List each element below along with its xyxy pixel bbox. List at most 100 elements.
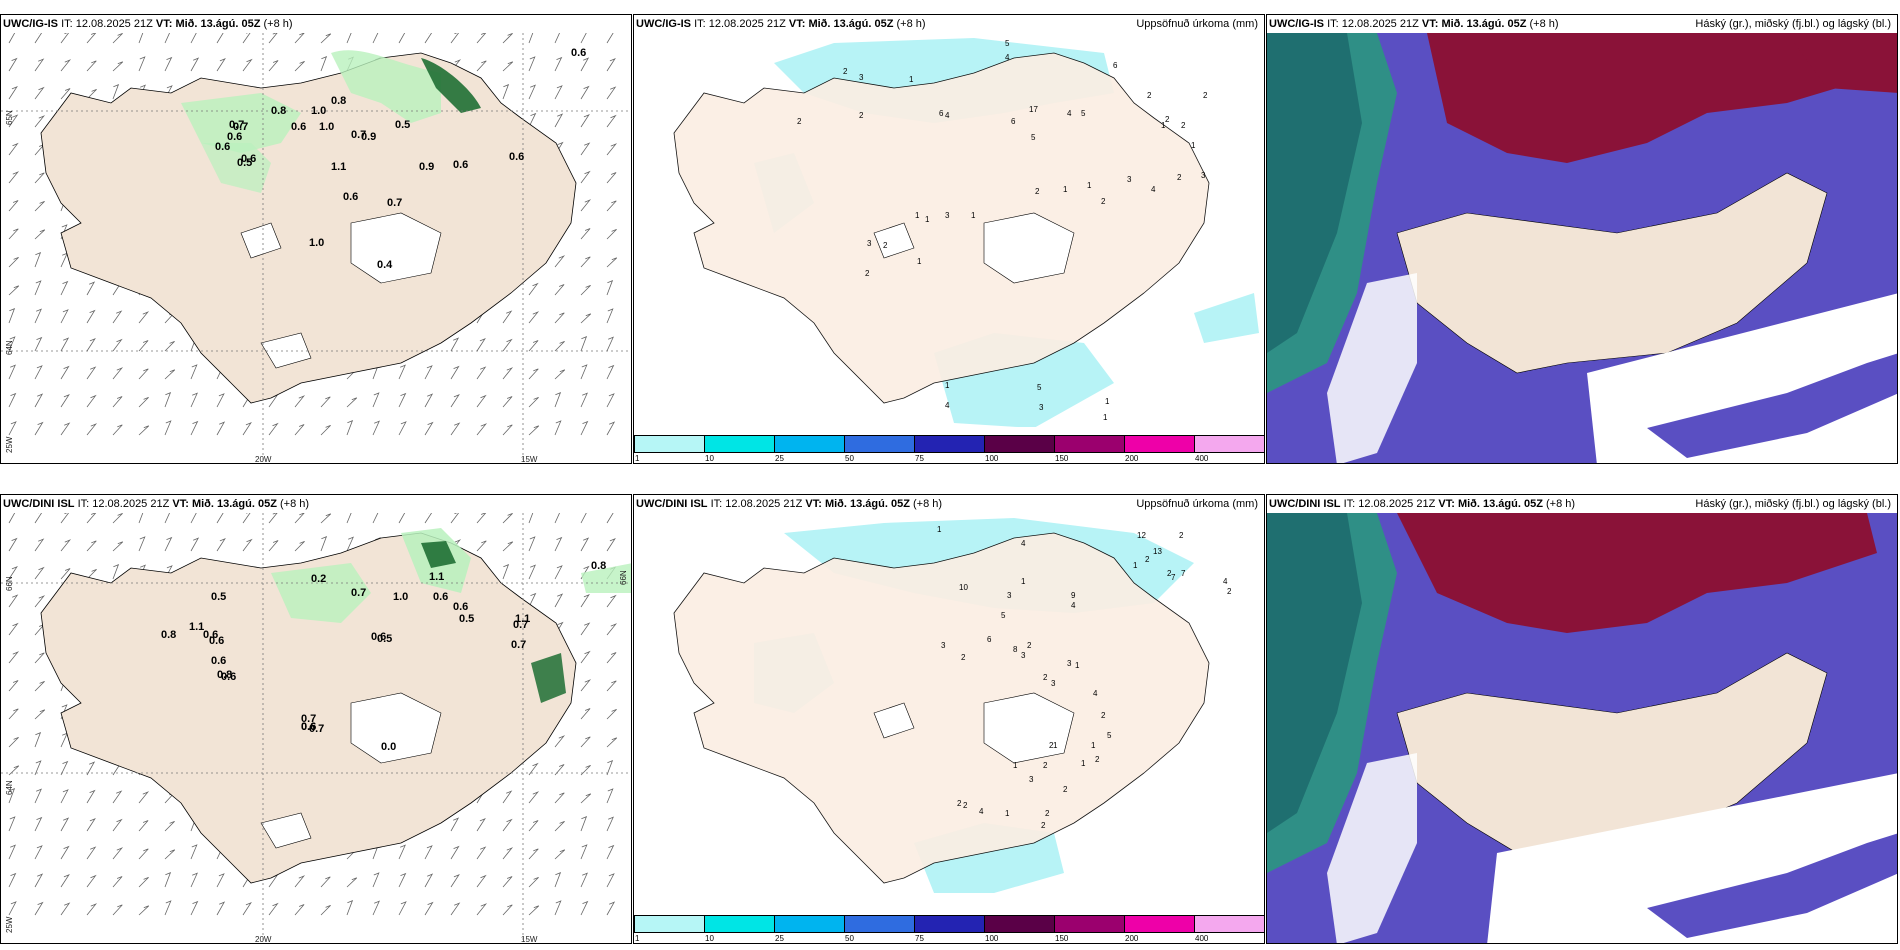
valid-time: Mið. 13.ágú. 05Z (1441, 18, 1527, 30)
wind-barb (242, 538, 253, 552)
wind-barb (60, 845, 70, 860)
precip-amount-label: 4 (1223, 577, 1228, 586)
init-time: 12.08.2025 21Z (92, 498, 170, 510)
precip-amount-label: 2 (1101, 711, 1106, 720)
wind-barb (138, 905, 150, 916)
wind-barb (86, 281, 96, 296)
wind-barb (580, 537, 590, 552)
precip-value-label: 1.0 (311, 105, 327, 117)
wind-barb (606, 308, 614, 324)
wind-barb (138, 877, 149, 888)
wind-barb (86, 394, 97, 408)
wind-barb (190, 844, 198, 860)
precip-amount-label: 2 (883, 241, 888, 250)
wind-barb (8, 171, 20, 184)
precip-amount-label: 4 (1151, 185, 1156, 194)
colorbar-swatch (704, 915, 775, 933)
wind-barb (476, 513, 487, 524)
wind-barb (606, 114, 617, 128)
wind-barb (8, 594, 19, 608)
field-title: Uppsöfnuð úrkoma (mm) (1136, 498, 1258, 510)
colorbar-tick-label: 400 (1195, 454, 1209, 463)
wind-barb (190, 872, 198, 888)
wind-barb (34, 760, 42, 776)
wind-barb (8, 566, 18, 580)
wind-barb (34, 229, 46, 240)
wind-barb (580, 513, 587, 524)
wind-barb (554, 565, 563, 580)
wind-barb (476, 60, 487, 72)
wind-barb (502, 904, 513, 916)
wind-barb (138, 397, 149, 408)
panel-dini-clouds: UWC/DINI ISL IT: 12.08.2025 21Z VT: Mið.… (1266, 494, 1898, 944)
wind-barb (138, 425, 150, 436)
precip-amount-label: 1 (1005, 809, 1010, 818)
field-title: Háský (gr.), miðský (fj.bl.) og lágský (… (1695, 498, 1891, 510)
wind-barb (320, 55, 328, 72)
wind-barb (580, 313, 592, 324)
precip-amount-label: 5 (1031, 133, 1036, 142)
wind-barb (528, 762, 539, 776)
precip-value-label: 0.7 (511, 639, 527, 651)
panel-title: UWC/IG-IS IT: 12.08.2025 21Z VT: Mið. 13… (1267, 15, 1897, 33)
precip-value-label: 1.1 (331, 161, 347, 173)
precip-value-label: 0.6 (301, 721, 317, 733)
wind-barb (34, 201, 45, 212)
wind-barb (372, 420, 380, 436)
precip-value-label: 0.6 (221, 671, 237, 683)
precip-map (673, 518, 1210, 893)
init-time: 12.08.2025 21Z (725, 498, 803, 510)
init-time: 12.08.2025 21Z (75, 18, 153, 30)
wind-barb (268, 422, 279, 436)
wind-barb (580, 815, 588, 832)
wind-barb (554, 391, 562, 408)
precip-amount-label: 1 (937, 525, 942, 534)
wind-barb (86, 309, 96, 324)
colorbar-tick-label: 400 (1195, 934, 1209, 943)
precip-value-label: 0.6 (433, 591, 449, 603)
wind-barb (580, 900, 589, 916)
panel-igis-wind-precip: UWC/IG-IS IT: 12.08.2025 21Z VT: Mið. 13… (0, 14, 632, 464)
precip-value-label: 1.1 (189, 621, 205, 633)
precip-amount-label: 4 (1067, 109, 1072, 118)
wind-barb (502, 83, 510, 100)
precip-amount-label: 5 (1001, 611, 1006, 620)
colorbar-swatch (914, 915, 985, 933)
wind-barb (8, 33, 16, 44)
precip-amount-label: 7 (1171, 573, 1176, 582)
colorbar-swatch (634, 435, 705, 453)
precip-value-label: 0.6 (453, 159, 469, 171)
precip-amount-label: 2 (1043, 761, 1048, 770)
wind-barb (346, 33, 352, 44)
wind-barb (34, 788, 42, 804)
precip-value-label: 0.6 (291, 121, 307, 133)
wind-barb (138, 848, 149, 860)
wind-barb (346, 419, 354, 436)
precip-amount-label: 5 (1037, 383, 1042, 392)
colorbar-tick-label: 1 (635, 454, 640, 463)
wind-barb (216, 538, 226, 552)
precip-amount-label: 2 (963, 801, 968, 810)
wind-barb (424, 365, 433, 380)
wind-barb (60, 513, 70, 524)
wind-barb (528, 56, 536, 72)
colorbar-tick-label: 100 (985, 454, 999, 463)
wind-barb (60, 732, 68, 748)
wind-barb (580, 33, 587, 44)
wind-barb (476, 33, 487, 44)
wind-barb (112, 338, 123, 352)
wind-barb (398, 392, 407, 408)
precip-amount-label: 2 (859, 111, 864, 120)
wind-barb (372, 513, 379, 524)
precip-amount-label: 3 (1067, 659, 1072, 668)
precip-value-label: 0.5 (377, 633, 393, 645)
wind-barb (60, 59, 72, 72)
panel-title: UWC/DINI ISL IT: 12.08.2025 21Z VT: Mið.… (1267, 495, 1897, 513)
wind-barb (8, 737, 19, 748)
precip-colorbar: 1 10 25 50 75 100 150 200 400 (634, 915, 1264, 943)
wind-barb (60, 337, 70, 352)
panel-igis-clouds: UWC/IG-IS IT: 12.08.2025 21Z VT: Mið. 13… (1266, 14, 1898, 464)
wind-barb (502, 424, 513, 436)
wind-barb (502, 513, 513, 524)
precip-amount-label: 1 (1087, 181, 1092, 190)
